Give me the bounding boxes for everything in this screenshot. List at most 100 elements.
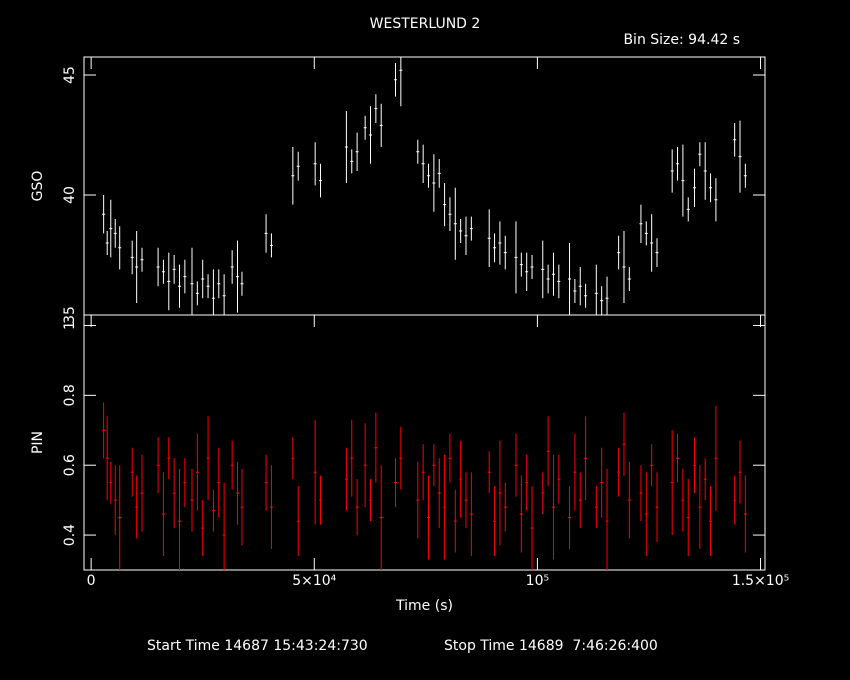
error-bar: [568, 486, 572, 550]
error-bar: [313, 419, 317, 525]
error-bar: [487, 209, 491, 267]
error-bar: [206, 274, 210, 299]
error-bar: [130, 447, 134, 497]
error-bar: [644, 472, 648, 557]
error-bar: [525, 454, 529, 511]
error-bar: [350, 149, 354, 174]
error-bar: [437, 458, 441, 529]
error-bar: [600, 286, 604, 315]
error-bar: [459, 219, 463, 243]
bin-size: Bin Size: 94.42 s: [623, 32, 740, 48]
error-bar: [627, 461, 631, 539]
error-bar: [264, 454, 268, 511]
y-tick-label: 45: [62, 66, 78, 84]
error-bar: [416, 461, 420, 539]
error-bar: [557, 454, 561, 504]
error-bar: [605, 276, 609, 315]
error-bar: [622, 231, 626, 303]
error-bar: [109, 199, 113, 258]
error-bar: [183, 458, 187, 508]
y-tick-label: 0.8: [62, 384, 78, 406]
error-bar: [714, 405, 718, 511]
error-bar: [551, 252, 555, 296]
error-bar: [190, 247, 194, 315]
error-bar: [421, 444, 425, 501]
error-bar: [240, 468, 244, 546]
error-bar: [355, 479, 359, 536]
error-bar: [118, 465, 122, 570]
error-bar: [222, 482, 226, 570]
error-bar: [344, 447, 348, 511]
error-bar: [296, 486, 300, 557]
error-bar: [600, 447, 604, 518]
error-bar: [109, 461, 113, 504]
error-bar: [709, 486, 713, 557]
error-bar: [617, 235, 621, 270]
error-bar: [211, 489, 215, 532]
error-bar: [178, 468, 182, 570]
error-bar: [498, 221, 502, 265]
error-bar: [453, 489, 457, 553]
error-bar: [568, 243, 572, 315]
x-axis-label: Time (s): [395, 598, 453, 614]
error-bar: [733, 475, 737, 525]
error-bar: [670, 430, 674, 536]
error-bar: [432, 444, 436, 487]
error-bar: [379, 103, 383, 147]
error-bar: [676, 147, 680, 181]
error-bar: [733, 123, 737, 157]
series: [102, 57, 747, 315]
error-bar: [743, 475, 747, 553]
error-bar: [399, 57, 403, 107]
error-bar: [546, 416, 550, 487]
error-bar: [190, 468, 194, 532]
y-axis-label: PIN: [30, 431, 46, 454]
error-bar: [519, 475, 523, 553]
error-bar: [211, 269, 215, 315]
error-bar: [172, 255, 176, 284]
error-bar: [639, 204, 643, 243]
error-bar: [617, 447, 621, 497]
x-tick-label: 5×10⁴: [292, 573, 336, 589]
error-bar: [514, 221, 518, 294]
error-bar: [670, 149, 674, 193]
error-bar: [269, 465, 273, 550]
error-bar: [427, 475, 431, 560]
error-bar: [399, 426, 403, 490]
y-tick-label: 1: [62, 321, 78, 330]
error-bar: [178, 264, 182, 308]
error-bar: [551, 454, 555, 560]
error-bar: [161, 259, 165, 284]
error-bar: [573, 433, 577, 511]
error-bar: [703, 142, 707, 200]
error-bar: [379, 465, 383, 570]
error-bar: [135, 231, 139, 303]
error-bar: [681, 468, 685, 532]
error-bar: [201, 500, 205, 557]
error-bar: [714, 178, 718, 222]
error-bar: [639, 465, 643, 522]
error-bar: [738, 120, 742, 193]
error-bar: [217, 269, 221, 299]
error-bar: [557, 264, 561, 299]
error-bar: [183, 259, 187, 294]
error-bar: [464, 216, 468, 255]
series: [102, 402, 747, 570]
error-bar: [264, 214, 268, 253]
error-bar: [363, 423, 367, 508]
error-bar: [374, 412, 378, 483]
error-bar: [459, 440, 463, 518]
error-bar: [650, 214, 654, 272]
error-bar: [448, 433, 452, 483]
error-bar: [350, 419, 354, 497]
error-bar: [622, 412, 626, 476]
error-bar: [525, 252, 529, 291]
error-bar: [448, 197, 452, 231]
error-bar: [573, 279, 577, 303]
error-bar: [156, 247, 160, 287]
error-bar: [605, 468, 609, 570]
error-bar: [594, 264, 598, 315]
error-bar: [195, 281, 199, 306]
